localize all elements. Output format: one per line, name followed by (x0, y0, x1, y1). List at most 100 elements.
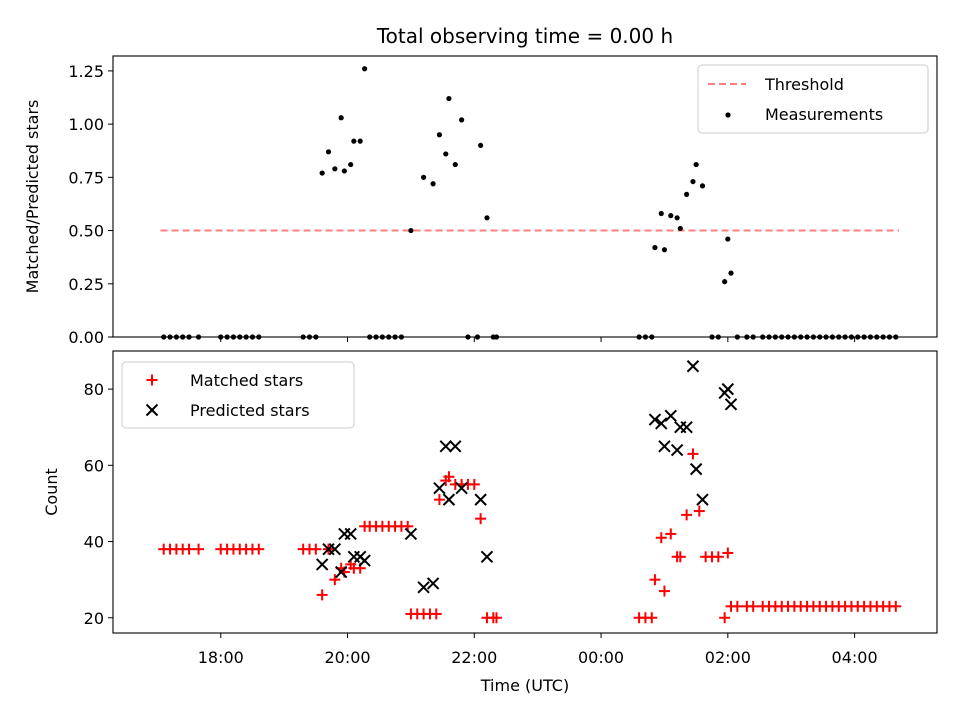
matched-star-point (430, 608, 442, 620)
measurement-point (338, 115, 344, 121)
x-tick-label: 04:00 (832, 648, 878, 667)
matched-star-point (443, 471, 455, 483)
y-tick-label: 1.25 (68, 62, 104, 81)
y-tick-label: 0.00 (68, 328, 104, 347)
measurement-point (693, 161, 699, 168)
x-stroke-b (648, 413, 662, 426)
measurement-point (459, 117, 465, 123)
x-tick-label: 02:00 (705, 648, 751, 667)
matched-star-point (681, 509, 693, 521)
measurement-point (436, 132, 443, 138)
x-stroke-b (358, 554, 371, 567)
bottom-y-ticks: 20 40 60 80 (84, 380, 113, 628)
predicted-star-point (689, 462, 703, 476)
measurement-point (357, 138, 363, 144)
x-tick-label: 22:00 (451, 648, 497, 667)
y-tick-label: 0.25 (68, 275, 104, 294)
y-tick-label: 80 (84, 380, 104, 399)
x-stroke-b (344, 527, 357, 541)
matched-star-point (310, 543, 322, 555)
measurement-point (728, 270, 734, 276)
predicted-star-point (404, 527, 418, 541)
y-tick-label: 0.75 (68, 168, 104, 187)
chart-title: Total observing time = 0.00 h (376, 24, 673, 48)
predicted-star-point (426, 577, 440, 590)
predicted-star-point (334, 565, 348, 579)
x-tick-label: 18:00 (198, 648, 244, 667)
measurement-point (725, 236, 731, 242)
measurement-point (319, 170, 325, 176)
y-tick-label: 60 (84, 456, 104, 475)
legend-predicted-swatch (145, 403, 159, 417)
x-stroke-b (417, 581, 430, 594)
matched-star-point (490, 612, 502, 624)
predicted-star-point (724, 398, 738, 411)
matched-star-point (712, 551, 724, 563)
x-stroke-b (680, 421, 693, 434)
measurement-point (668, 213, 674, 219)
matched-star-point (649, 574, 661, 586)
measurement-point (362, 66, 368, 72)
measurement-point (420, 174, 427, 180)
y-tick-label: 1.00 (68, 115, 104, 134)
x-stroke-b (442, 493, 456, 506)
x-stroke-b (724, 398, 738, 411)
matched-star-point (475, 513, 487, 525)
matched-star-point (731, 600, 743, 612)
predicted-star-point (480, 550, 494, 563)
predicted-star-point (358, 554, 371, 567)
x-stroke-b (689, 462, 703, 476)
measurement-point (446, 95, 452, 102)
predicted-star-point (670, 443, 684, 457)
measurement-point (684, 191, 690, 197)
legend-plus-marker (146, 374, 158, 386)
top-y-axis-label: Matched/Predicted stars (23, 100, 42, 294)
matched-stars-points (158, 448, 902, 624)
x-stroke-b (474, 493, 487, 506)
measurement-point (478, 142, 484, 149)
measurement-point (658, 210, 664, 217)
predicted-star-point (344, 527, 357, 541)
matched-star-point (687, 448, 699, 460)
top-legend-box (697, 64, 929, 134)
measurement-point (430, 181, 436, 187)
x-stroke-b (655, 417, 668, 430)
measurement-point (325, 149, 332, 155)
legend-measurements-label: Measurements (765, 105, 883, 124)
x-stroke-b (664, 409, 677, 422)
measurement-point (661, 247, 668, 253)
measurement-point (348, 161, 354, 168)
measurement-point (722, 279, 728, 285)
measurement-point (652, 244, 658, 251)
matched-star-point (253, 543, 265, 555)
legend-measurements-swatch (725, 112, 731, 118)
predicted-star-point (664, 409, 677, 422)
predicted-star-point (686, 360, 700, 373)
matched-star-point (316, 589, 328, 601)
measurement-point (484, 215, 490, 221)
bottom-legend-box (121, 361, 355, 429)
top-axes-frame (112, 55, 938, 338)
matched-star-point (193, 543, 205, 555)
predicted-star-point (474, 493, 487, 506)
predicted-star-point (455, 481, 468, 495)
predicted-star-point (648, 413, 662, 426)
matched-star-point (719, 612, 731, 624)
x-stroke-b (721, 382, 735, 396)
predicted-star-point (417, 581, 430, 594)
bottom-subplot: Count Time (UTC) 20 40 60 80 18:00 20:00 22:0… (42, 350, 938, 695)
legend-x-marker (145, 403, 159, 417)
measurement-point (341, 168, 347, 174)
matched-star-point (655, 532, 667, 544)
top-legend: Threshold Measurements (697, 64, 929, 134)
y-tick-label: 40 (84, 533, 104, 552)
measurement-point (699, 183, 706, 189)
x-stroke-b (145, 403, 159, 417)
predicted-star-point (658, 440, 671, 453)
legend-threshold-label: Threshold (764, 75, 844, 94)
predicted-star-point (655, 417, 668, 430)
predicted-star-point (433, 481, 446, 495)
bottom-x-ticks: 18:00 20:00 22:00 00:00 02:00 04:00 (198, 633, 878, 667)
x-stroke-b (670, 443, 684, 457)
matched-star-point (665, 528, 677, 540)
